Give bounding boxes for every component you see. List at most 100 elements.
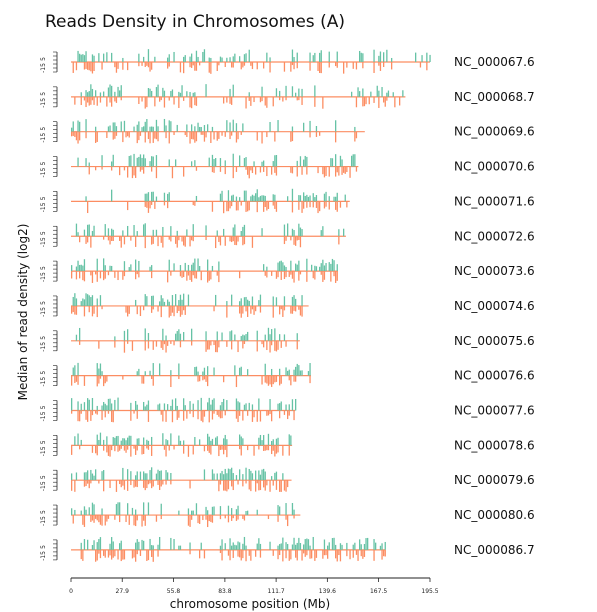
density-bar-above [301, 370, 303, 376]
density-bar-above [147, 502, 150, 516]
density-bar-below [123, 445, 126, 451]
density-bar-above [218, 261, 220, 272]
density-bar-above [330, 263, 332, 272]
density-bar-below [112, 549, 114, 558]
density-bar-above [194, 160, 196, 167]
density-bar-above [85, 472, 87, 481]
density-bar-below [215, 340, 217, 353]
density-bar-below [336, 166, 338, 173]
density-bar-above [91, 473, 94, 481]
density-bar-below [232, 62, 234, 68]
density-bar-below [271, 445, 273, 455]
density-bar-below [239, 410, 241, 416]
density-bar-above [290, 435, 292, 446]
density-bar-below [226, 305, 228, 318]
density-bar-above [194, 367, 196, 376]
density-bar-below [285, 96, 287, 101]
density-bar-above [279, 403, 281, 411]
density-bar-below [103, 445, 105, 451]
density-bar-above [80, 264, 82, 272]
density-bar-above [144, 158, 146, 167]
density-bar-above [192, 403, 194, 411]
density-bar-above [295, 544, 297, 550]
density-bar-above [363, 543, 366, 550]
density-bar-below [165, 445, 167, 457]
density-bar-below [162, 340, 164, 350]
density-bar-below [144, 515, 146, 526]
density-bar-above [75, 266, 78, 272]
density-bar-below [235, 131, 238, 143]
density-bar-above [91, 397, 94, 411]
density-bar-below [272, 480, 274, 486]
density-bar-above [144, 193, 146, 202]
density-bar-below [263, 480, 265, 488]
density-bar-above [330, 158, 332, 167]
row-y-tick-label: -15 [40, 481, 47, 491]
density-bar-below [315, 131, 318, 137]
density-bar-below [179, 340, 182, 348]
density-bar-above [279, 368, 281, 376]
density-bar-below [239, 445, 241, 450]
density-bar-below [173, 96, 175, 105]
x-tick-label: 55.8 [167, 588, 181, 595]
row-y-tick-label: 5 [40, 475, 47, 479]
density-bar-above [75, 472, 78, 481]
density-bar-below [290, 166, 292, 173]
density-bar-above [82, 298, 84, 306]
density-bar-below [115, 96, 118, 103]
density-bar-below [194, 62, 196, 71]
density-bar-above [103, 401, 105, 411]
density-bar-above [221, 332, 223, 341]
density-bar-above [93, 504, 95, 516]
density-bar-above [263, 468, 265, 481]
density-bar-below [117, 271, 119, 281]
density-bar-below [274, 201, 276, 209]
density-bar-below [264, 96, 266, 106]
density-bar-below [288, 445, 290, 456]
density-bar-above [117, 86, 119, 97]
density-bar-above [235, 398, 238, 411]
density-bar-above [219, 405, 222, 411]
chromosome-row: -155 NC_000079.6 [40, 467, 535, 492]
density-bar-below [189, 549, 191, 555]
density-bar-below [266, 271, 268, 278]
density-bar-above [429, 54, 431, 62]
density-bar-below [187, 515, 190, 526]
density-bar-below [122, 271, 124, 280]
density-bar-above [149, 370, 151, 376]
density-bar-above [170, 121, 172, 132]
density-bar-above [74, 293, 76, 306]
density-bar-below [133, 515, 135, 526]
density-bar-below [120, 480, 122, 488]
density-bar-below [263, 445, 265, 451]
density-bar-below [103, 271, 105, 281]
density-bar-below [267, 515, 270, 520]
density-bar-above [139, 471, 142, 481]
density-bar-below [125, 305, 127, 313]
density-bar-below [104, 410, 106, 418]
density-bar-above [202, 51, 204, 62]
density-bar-below [72, 515, 74, 524]
density-bar-below [194, 96, 196, 106]
density-bar-above [259, 195, 262, 202]
density-bar-below [192, 62, 194, 66]
density-bar-below [191, 96, 193, 109]
density-bar-above [264, 363, 266, 376]
density-bar-above [103, 439, 105, 446]
density-bar-below [183, 96, 185, 101]
density-bar-above [354, 154, 356, 167]
density-bar-above [91, 230, 94, 237]
density-bar-above [77, 232, 79, 237]
density-bar-above [176, 331, 178, 341]
density-bar-below [200, 271, 202, 281]
density-bar-below [210, 131, 212, 143]
density-bar-above [261, 195, 263, 202]
density-bar-below [280, 340, 282, 348]
density-bar-below [71, 305, 73, 314]
density-bar-above [213, 159, 215, 167]
density-bar-above [304, 155, 306, 167]
density-bar-below [282, 305, 284, 317]
density-bar-below [266, 375, 268, 384]
density-bar-below [179, 305, 182, 317]
density-bar-below [218, 480, 220, 492]
